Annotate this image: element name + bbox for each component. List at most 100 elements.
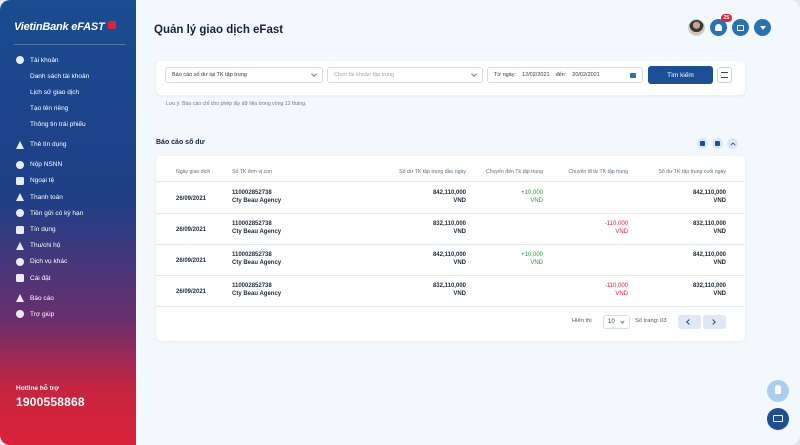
sidebar-item[interactable]: Tín dụng <box>16 225 131 235</box>
notifications-button[interactable]: 25 <box>710 14 732 36</box>
sub-account-cell-secondary: Cty Beau Agency <box>232 229 282 235</box>
table-row[interactable]: 26/09/2021 110002852738 Cty Beau Agency 832… <box>156 276 745 307</box>
chevron-up-icon <box>729 141 736 148</box>
page-title: Quản lý giao dịch eFast <box>154 24 284 36</box>
page-size-value: 10 <box>608 319 615 325</box>
prev-page-button[interactable] <box>678 315 701 329</box>
help-icon <box>16 310 24 319</box>
sidebar-item-label: Cài đặt <box>30 274 51 282</box>
column-header[interactable]: Ngày giao dịch <box>176 169 211 175</box>
table-row[interactable]: 26/09/2021 110002852738 Cty Beau Agency 842… <box>156 183 745 214</box>
avatar[interactable] <box>688 19 705 36</box>
opening-balance-cell: 842,110,000 VND <box>433 189 466 205</box>
to-date-label: đến: <box>555 72 567 78</box>
column-header[interactable]: Chuyển đến Tk tập trung <box>485 169 543 175</box>
transaction-date-cell: 26/09/2021 <box>176 288 206 296</box>
closing-balance-cell-secondary: VND <box>713 229 726 235</box>
sidebar-item[interactable]: Nộp NSNN <box>16 160 131 170</box>
currency-icon <box>16 176 24 185</box>
table-row[interactable]: 26/09/2021 110002852738 Cty Beau Agency 832… <box>156 214 745 245</box>
logout-icon <box>737 24 744 31</box>
sub-account-cell-value: 110002852738 <box>232 190 272 196</box>
collection-icon <box>16 241 24 250</box>
download-icon <box>700 141 705 146</box>
transfer-in-cell-value: +10,000 <box>521 252 543 258</box>
bank-icon <box>16 160 24 169</box>
opening-balance-cell: 832,110,000 VND <box>433 220 466 236</box>
brand-logo[interactable]: VietinBank eFAST <box>14 21 116 33</box>
from-date-value: 12/02/2021 <box>522 72 550 78</box>
brand-mark-icon <box>107 21 116 29</box>
filter-panel: Báo cáo số dư tại TK tập trung Chọn tài … <box>156 61 745 95</box>
hotline-number[interactable]: 1900558868 <box>16 395 85 409</box>
column-header[interactable]: Số TK đơn vị con <box>232 169 272 175</box>
sidebar-item[interactable]: Tạo tên riêng <box>16 104 131 114</box>
closing-balance-cell: 832,110,000 VND <box>693 220 726 236</box>
sidebar-item-label: Ngoại tệ <box>30 177 55 185</box>
report-type-value: Báo cáo số dư tại TK tập trung <box>172 72 247 78</box>
download-button[interactable] <box>697 138 708 149</box>
page-size-select[interactable]: 10 <box>603 315 630 329</box>
sidebar-item[interactable]: Danh sách tài khoản <box>16 71 131 81</box>
chevron-left-icon <box>686 318 692 325</box>
closing-balance-cell-secondary: VND <box>713 260 726 266</box>
sidebar-item[interactable]: Tài khoản <box>16 55 131 65</box>
bell-icon <box>715 24 722 31</box>
advanced-filter-button[interactable] <box>717 67 732 83</box>
sidebar-item[interactable]: Thẻ tín dụng <box>16 140 131 150</box>
sidebar-item[interactable]: Tiền gửi có kỳ hạn <box>16 208 131 218</box>
column-header[interactable]: Chuyển đi từ TK tập trung <box>568 169 628 175</box>
column-header[interactable]: Số dư TK tập trung đầu ngày <box>399 169 466 175</box>
sub-account-cell: 110002852738 Cty Beau Agency <box>232 282 281 298</box>
transaction-date-cell-value: 26/09/2021 <box>176 227 207 233</box>
transfer-in-cell-value: +10,000 <box>521 190 543 196</box>
sub-account-cell: 110002852738 Cty Beau Agency <box>232 220 281 236</box>
sidebar-item-label: Trợ giúp <box>30 310 55 318</box>
closing-balance-cell-value: 842,110,000 <box>692 252 726 258</box>
sidebar-item-label: Dịch vụ khác <box>30 258 68 266</box>
sidebar-item[interactable]: Thu/chi hộ <box>16 241 131 251</box>
help-float-button[interactable] <box>767 380 789 402</box>
opening-balance-cell-value: 842,110,000 <box>432 252 466 258</box>
sidebar-item[interactable]: Thanh toán <box>16 192 131 202</box>
table-header: Ngày giao dịch Số TK đơn vị con Số dư TK t… <box>156 162 745 182</box>
report-type-select[interactable]: Báo cáo số dư tại TK tập trung <box>165 67 323 83</box>
closing-balance-cell-secondary: VND <box>713 198 726 204</box>
sidebar-item-label: Thu/chi hộ <box>30 242 61 250</box>
sidebar: VietinBank eFAST Tài khoản Danh sách tài … <box>0 0 136 445</box>
transaction-date-cell: 26/09/2021 <box>176 195 206 203</box>
sidebar-item-label: Lịch sử giao dịch <box>30 88 80 96</box>
collapse-button[interactable] <box>727 138 738 149</box>
from-date-label: Từ ngày: <box>494 72 517 78</box>
sidebar-item[interactable]: Thông tin trái phiếu <box>16 120 131 130</box>
transfer-out-cell-secondary: VND <box>615 229 628 235</box>
chevron-down-icon <box>620 318 625 324</box>
search-button[interactable]: Tìm kiếm <box>648 66 713 84</box>
next-page-button[interactable] <box>703 315 726 329</box>
credit-icon <box>16 225 24 234</box>
chat-float-button[interactable] <box>767 408 789 430</box>
column-header[interactable]: Số dư TK tập trung cuối ngày <box>658 169 726 175</box>
sidebar-item[interactable]: Trợ giúp <box>16 309 131 319</box>
sidebar-item-label: Thanh toán <box>30 193 63 201</box>
opening-balance-cell-secondary: VND <box>453 291 466 297</box>
sidebar-item-label: Thông tin trái phiếu <box>30 121 86 129</box>
payment-icon <box>16 193 24 202</box>
settings-button[interactable] <box>712 138 723 149</box>
closing-balance-cell-value: 842,110,000 <box>692 190 726 196</box>
date-range-picker[interactable]: Từ ngày: 12/02/2021 đến: 20/02/2021 <box>487 67 643 83</box>
sidebar-item[interactable]: Báo cáo <box>16 293 131 303</box>
sidebar-item[interactable]: Cài đặt <box>16 273 131 283</box>
transfer-in-cell: +10,000 VND <box>521 251 543 267</box>
account-menu-button[interactable] <box>754 19 771 36</box>
brand-name: VietinBank eFAST <box>14 21 105 33</box>
account-select[interactable]: Chọn tài khoản tập trung <box>327 67 483 83</box>
logout-button[interactable] <box>732 19 749 36</box>
table-row[interactable]: 26/09/2021 110002852738 Cty Beau Agency 842… <box>156 245 745 276</box>
mail-icon <box>773 415 783 422</box>
sidebar-item[interactable]: Ngoại tệ <box>16 176 131 186</box>
sidebar-item[interactable]: Dịch vụ khác <box>16 257 131 267</box>
deposit-icon <box>16 209 24 218</box>
transaction-date-cell-value: 26/09/2021 <box>176 196 207 202</box>
sidebar-item[interactable]: Lịch sử giao dịch <box>16 87 131 97</box>
